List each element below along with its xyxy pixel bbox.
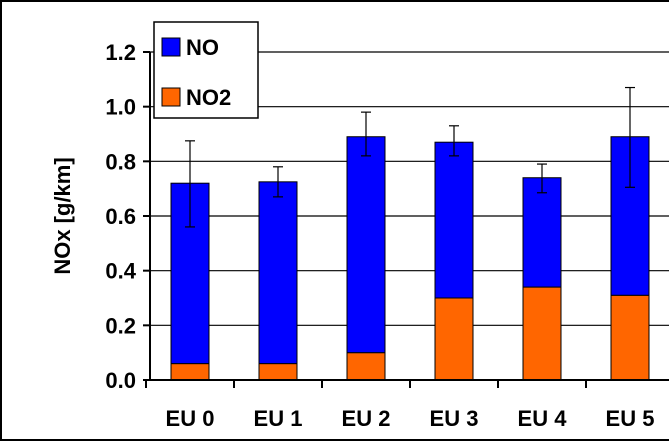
bar-no2-4 bbox=[522, 286, 562, 381]
x-tick-label-4: EU 4 bbox=[518, 406, 568, 431]
bar-no2-5 bbox=[610, 294, 650, 381]
bar-no2-3 bbox=[434, 297, 474, 381]
x-tick-label-3: EU 3 bbox=[430, 406, 479, 431]
bar-no2-0 bbox=[170, 363, 210, 381]
x-tick-label-1: EU 1 bbox=[254, 406, 303, 431]
bar-no-4 bbox=[522, 177, 562, 288]
bar-no-3 bbox=[434, 141, 474, 299]
bar-no2-2 bbox=[346, 352, 386, 381]
legend-swatch-no2 bbox=[161, 87, 181, 107]
legend-label-no: NO bbox=[186, 35, 219, 60]
y-tick-label-2: 0.4 bbox=[105, 259, 136, 284]
y-tick-label-3: 0.6 bbox=[105, 204, 136, 229]
bar-no2-1 bbox=[258, 363, 298, 381]
y-tick-label-4: 0.8 bbox=[105, 149, 136, 174]
y-tick-label-5: 1.0 bbox=[105, 95, 136, 120]
legend-swatch-no bbox=[161, 37, 181, 57]
y-tick-label-6: 1.2 bbox=[105, 40, 136, 65]
y-tick-label-0: 0.0 bbox=[105, 368, 136, 393]
x-tick-label-0: EU 0 bbox=[166, 406, 215, 431]
x-tick-label-2: EU 2 bbox=[342, 406, 391, 431]
y-axis-title: NOx [g/km] bbox=[50, 157, 75, 274]
bar-no-1 bbox=[258, 181, 298, 365]
bar-no-2 bbox=[346, 136, 386, 354]
y-tick-label-1: 0.2 bbox=[105, 313, 136, 338]
x-tick-label-5: EU 5 bbox=[606, 406, 655, 431]
legend-label-no2: NO2 bbox=[186, 85, 231, 110]
